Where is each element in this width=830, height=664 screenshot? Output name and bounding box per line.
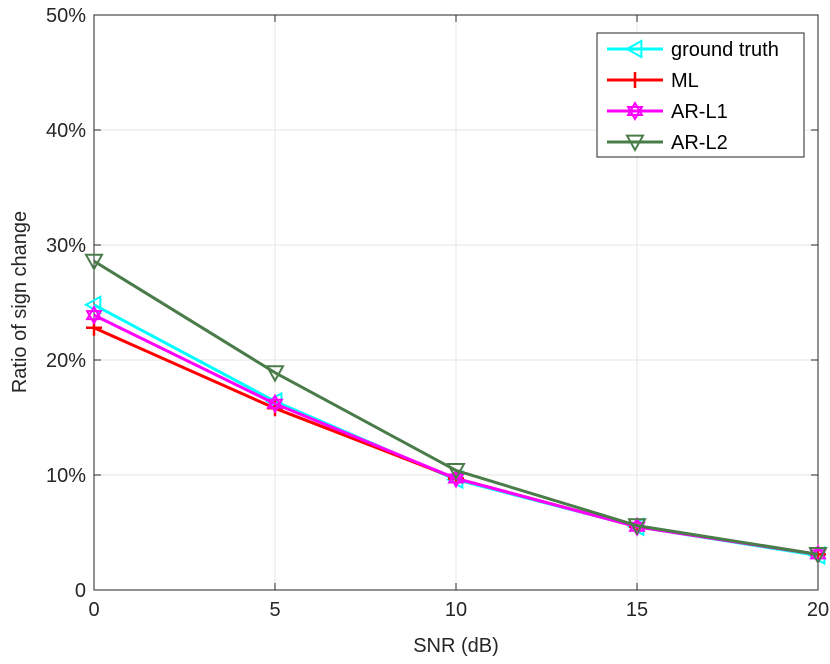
legend-label: ground truth xyxy=(671,39,779,61)
legend-marker xyxy=(625,134,645,153)
data-point xyxy=(447,468,465,489)
data-point xyxy=(627,518,647,536)
legend-marker-part-down xyxy=(626,106,644,121)
y-tick-label: 40% xyxy=(46,120,86,142)
data-point-part-down xyxy=(447,473,465,489)
y-tick-label: 0 xyxy=(75,580,86,602)
legend-label: AR-L1 xyxy=(671,101,728,123)
legend-marker xyxy=(624,39,643,59)
legend-entry: ML xyxy=(607,70,699,92)
data-point-part-up xyxy=(266,393,284,409)
data-point xyxy=(265,365,285,383)
series-ar-l2 xyxy=(84,253,828,565)
y-tick-label: 20% xyxy=(46,350,86,372)
x-tick-label: 20 xyxy=(807,599,829,621)
series-group xyxy=(83,253,828,566)
data-point xyxy=(84,253,104,272)
x-tick-label: 10 xyxy=(445,599,467,621)
series-line xyxy=(93,259,819,556)
legend-marker xyxy=(627,72,643,88)
legend-marker-part-up xyxy=(626,101,644,116)
legend-entry: AR-L1 xyxy=(607,101,728,123)
legend-entry: AR-L2 xyxy=(607,132,728,154)
y-tick-label: 50% xyxy=(46,5,86,27)
data-point xyxy=(808,546,828,565)
data-point xyxy=(446,463,466,481)
x-tick-label: 0 xyxy=(88,599,99,621)
data-point-part-down xyxy=(85,310,103,326)
data-point-part-down xyxy=(266,398,284,414)
data-point-part-up xyxy=(447,468,465,484)
y-tick-label: 10% xyxy=(46,465,86,487)
data-point xyxy=(85,305,103,326)
x-axis-label: SNR (dB) xyxy=(413,635,499,657)
y-tick-label: 30% xyxy=(46,235,86,257)
legend-label: AR-L2 xyxy=(671,132,728,154)
legend-marker xyxy=(626,101,644,121)
data-point xyxy=(266,393,284,414)
legend-entry: ground truth xyxy=(607,39,779,61)
legend: ground truth ML AR-L1 AR-L2 xyxy=(596,32,805,158)
data-point-part-up xyxy=(85,305,103,321)
y-axis-label: Ratio of sign change xyxy=(9,211,31,393)
x-tick-label: 15 xyxy=(626,599,648,621)
x-tick-label: 5 xyxy=(269,599,280,621)
legend-label: ML xyxy=(671,70,699,92)
ticks: 0 5 10 15 20 0 10% 20% 30% 40% 50% xyxy=(46,5,829,621)
